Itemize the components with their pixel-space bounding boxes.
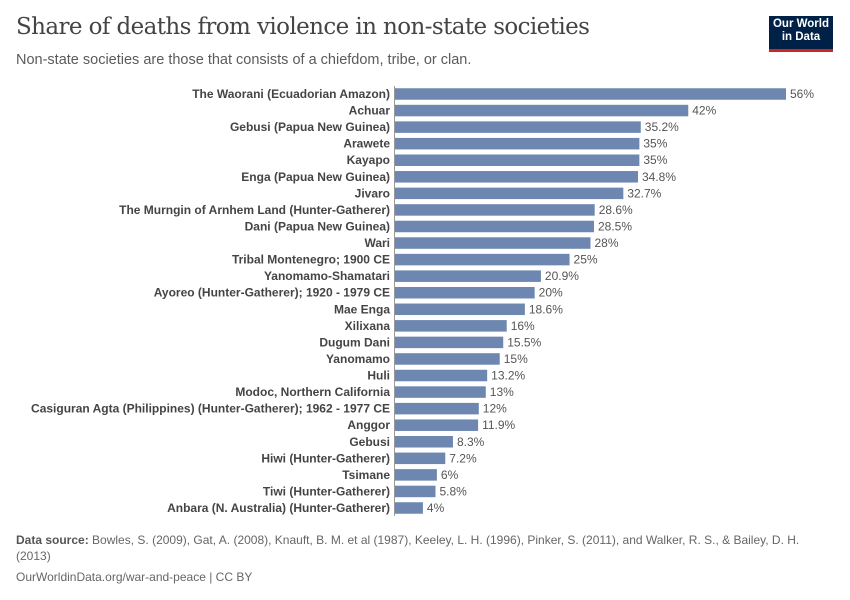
value-label: 13% [490,385,514,399]
bar[interactable] [395,253,570,266]
value-label: 35% [643,153,667,167]
footer-url[interactable]: OurWorldinData.org/war-and-peace | CC BY [16,570,253,584]
bar[interactable] [395,204,595,216]
value-label: 12% [483,402,507,416]
value-label: 35% [643,137,667,151]
category-label: Huli [367,369,390,383]
source-label: Data source: [16,533,89,547]
value-label: 35.2% [645,120,679,134]
bar[interactable] [395,154,640,166]
category-label: Yanomamo-Shamatari [264,269,390,283]
bar[interactable] [395,469,437,481]
category-label: Mae Enga [334,302,390,316]
category-label: Tribal Montenegro; 1900 CE [232,253,390,267]
category-label: Kayapo [347,153,390,167]
category-label: Casiguran Agta (Philippines) (Hunter-Gat… [31,402,390,416]
value-label: 6% [441,468,459,482]
category-label: Anbara (N. Australia) (Hunter-Gatherer) [167,501,390,515]
category-label: Yanomamo [326,352,390,366]
category-label: Tsimane [342,468,390,482]
category-label: Wari [364,236,390,250]
category-label: Hiwi (Hunter-Gatherer) [261,451,390,465]
bar[interactable] [395,121,641,133]
value-label: 28.5% [598,219,632,233]
value-label: 18.6% [529,302,563,316]
bar[interactable] [395,187,624,200]
logo-line-2: in Data [781,31,821,43]
category-label: Arawete [343,137,390,151]
owid-logo[interactable]: Our World in Data [769,16,833,52]
bar[interactable] [395,485,436,498]
value-label: 15% [504,352,528,366]
bar[interactable] [395,303,525,316]
value-label: 4% [427,501,445,515]
logo-line-1: Our World [772,18,829,30]
bar[interactable] [395,502,423,514]
bar[interactable] [395,353,500,365]
bar[interactable] [395,104,689,117]
value-label: 25% [574,253,598,267]
category-label: Xilixana [345,319,391,333]
bar[interactable] [395,171,638,183]
category-label: Tiwi (Hunter-Gatherer) [263,484,390,498]
bar[interactable] [395,237,591,249]
category-label: Gebusi [349,435,390,449]
category-label: Enga (Papua New Guinea) [241,170,390,184]
value-label: 42% [692,104,716,118]
bar[interactable] [395,452,446,465]
category-label: Dani (Papua New Guinea) [245,219,390,233]
value-label: 11.9% [482,418,515,432]
category-label: Achuar [349,104,391,118]
bar[interactable] [395,286,535,299]
bar[interactable] [395,436,453,448]
value-label: 28% [595,236,619,250]
bar[interactable] [395,220,594,233]
category-label: Gebusi (Papua New Guinea) [230,120,390,134]
value-label: 13.2% [491,369,525,383]
chart-subtitle: Non-state societies are those that consi… [16,52,472,68]
bar[interactable] [395,402,479,415]
bar[interactable] [395,320,507,332]
value-label: 28.6% [599,203,633,217]
value-label: 32.7% [627,186,661,200]
category-label: Jivaro [355,186,390,200]
value-label: 20% [539,286,563,300]
value-label: 8.3% [457,435,485,449]
category-label: Dugum Dani [319,335,390,349]
value-label: 34.8% [642,170,676,184]
category-label: The Waorani (Ecuadorian Amazon) [192,87,390,101]
bar[interactable] [395,270,541,282]
chart-title: Share of deaths from violence in non-sta… [16,14,590,40]
bar[interactable] [395,137,640,150]
bar[interactable] [395,419,479,431]
value-label: 5.8% [439,484,467,498]
bar[interactable] [395,88,786,100]
category-label: Modoc, Northern California [235,385,390,399]
bar[interactable] [395,336,504,349]
category-label: Ayoreo (Hunter-Gatherer); 1920 - 1979 CE [154,286,390,300]
category-label: The Murngin of Arnhem Land (Hunter-Gathe… [119,203,390,217]
category-label: Anggor [347,418,390,432]
bar[interactable] [395,386,486,398]
value-label: 20.9% [545,269,579,283]
value-label: 15.5% [507,335,541,349]
value-label: 56% [790,87,814,101]
value-label: 7.2% [449,451,477,465]
value-label: 16% [511,319,535,333]
data-source: Data source: Bowles, S. (2009), Gat, A. … [16,532,831,564]
source-text: Bowles, S. (2009), Gat, A. (2008), Knauf… [16,533,800,563]
bar[interactable] [395,369,488,382]
